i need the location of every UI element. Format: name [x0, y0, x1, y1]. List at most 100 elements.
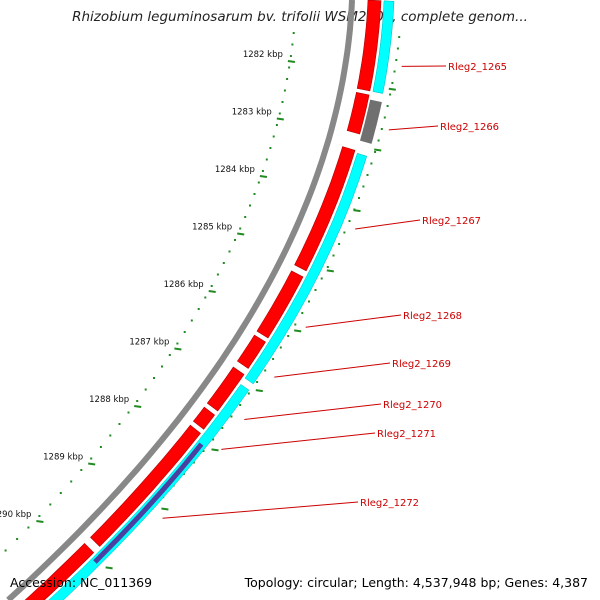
- gene-leader-line: [355, 219, 421, 230]
- forward-cds: [346, 92, 370, 135]
- inner-minor-tick: [343, 231, 346, 234]
- kbp-minor-tick: [136, 400, 139, 402]
- kbp-minor-tick: [144, 388, 147, 391]
- inner-minor-tick: [358, 197, 360, 199]
- inner-minor-tick: [221, 427, 224, 429]
- kbp-minor-tick: [80, 469, 83, 471]
- kbp-minor-tick: [183, 331, 186, 333]
- kbp-minor-tick: [244, 216, 247, 218]
- kbp-minor-tick: [161, 365, 163, 368]
- kbp-minor-tick: [99, 446, 102, 448]
- inner-minor-tick: [389, 93, 392, 96]
- gene-label: Rleg2_1267: [422, 216, 481, 227]
- kbp-minor-tick: [127, 411, 130, 414]
- gene-leader-line: [388, 125, 439, 131]
- kbp-minor-tick: [239, 227, 242, 230]
- kbp-minor-tick: [70, 480, 73, 483]
- inner-minor-tick: [332, 254, 335, 257]
- kbp-tick-label: 1289 kbp: [43, 453, 83, 463]
- inner-minor-tick: [230, 415, 233, 418]
- gene-leader-line: [274, 362, 391, 378]
- forward-cds: [294, 146, 356, 272]
- kbp-minor-tick: [168, 354, 171, 356]
- kbp-minor-tick: [4, 549, 7, 552]
- inner-minor-tick: [395, 59, 398, 61]
- kbp-minor-tick: [272, 135, 275, 138]
- inner-minor-tick: [287, 335, 290, 337]
- gene-label: Rleg2_1270: [383, 400, 442, 411]
- kbp-minor-tick: [90, 457, 93, 460]
- inner-minor-tick: [202, 450, 205, 452]
- inner-minor-tick: [326, 266, 329, 268]
- inner-minor-tick: [380, 128, 383, 130]
- inner-major-tick: [255, 389, 263, 393]
- kbp-minor-tick: [222, 262, 225, 264]
- kbp-tick-label: 1282 kbp: [243, 50, 283, 60]
- kbp-minor-tick: [265, 158, 268, 161]
- gene-leader-line: [162, 501, 359, 519]
- gene-label: Rleg2_1265: [448, 62, 507, 73]
- kbp-minor-tick: [16, 538, 19, 540]
- inner-major-tick: [388, 87, 396, 91]
- other-feature: [360, 99, 382, 144]
- kbp-minor-tick: [153, 377, 155, 379]
- kbp-ruler: 1282 kbp 1283 kbp 1284 kbp 1285 kbp 1286 kbp…: [0, 32, 401, 600]
- kbp-tick-label: 1286 kbp: [164, 280, 204, 290]
- forward-cds: [24, 542, 95, 600]
- genome-summary: Topology: circular; Length: 4,537,948 bp…: [244, 575, 588, 590]
- kbp-minor-tick: [261, 170, 264, 172]
- inner-minor-tick: [272, 358, 275, 360]
- kbp-minor-tick: [176, 342, 179, 345]
- inner-minor-tick: [386, 105, 389, 107]
- kbp-minor-tick: [27, 526, 30, 529]
- kbp-tick-label: 1283 kbp: [232, 108, 272, 118]
- gene-leader-line: [221, 432, 376, 450]
- kbp-tick-label: 1285 kbp: [192, 223, 232, 233]
- rna-feature: [93, 442, 204, 564]
- gene-leader-line: [305, 314, 402, 328]
- kbp-minor-tick: [234, 239, 236, 241]
- inner-minor-tick: [294, 323, 297, 326]
- feature-track: [24, 0, 395, 600]
- kbp-minor-tick: [197, 308, 200, 310]
- inner-minor-tick: [256, 381, 259, 383]
- kbp-minor-tick: [257, 181, 260, 184]
- inner-minor-tick: [320, 277, 323, 280]
- forward-cds: [206, 366, 245, 412]
- inner-minor-tick: [338, 243, 341, 245]
- inner-minor-tick: [398, 36, 401, 38]
- kbp-minor-tick: [204, 296, 207, 299]
- accession-label: Accession: NC_011369: [10, 575, 153, 590]
- kbp-major-tick: [276, 117, 284, 121]
- kbp-minor-tick: [216, 273, 219, 276]
- inner-minor-tick: [348, 220, 351, 222]
- inner-major-tick: [161, 507, 169, 511]
- gene-labels: Rleg2_1265 Rleg2_1266 Rleg2_1267 Rleg2_1268…: [162, 62, 507, 519]
- kbp-minor-tick: [59, 492, 62, 494]
- inner-minor-tick: [239, 404, 242, 406]
- kbp-major-tick: [237, 232, 245, 236]
- inner-major-tick: [353, 209, 361, 213]
- kbp-tick-label: 1287 kbp: [129, 338, 169, 348]
- kbp-minor-tick: [289, 55, 292, 57]
- inner-major-tick: [105, 566, 113, 570]
- kbp-minor-tick: [292, 32, 295, 34]
- kbp-major-tick: [36, 520, 44, 523]
- reverse-cds: [244, 152, 368, 385]
- kbp-tick-label: 1288 kbp: [89, 395, 129, 405]
- kbp-minor-tick: [210, 285, 213, 287]
- kbp-minor-tick: [49, 503, 52, 506]
- gene-label: Rleg2_1266: [440, 122, 499, 133]
- gene-label: Rleg2_1268: [403, 311, 462, 322]
- inner-minor-tick: [370, 162, 373, 165]
- reverse-cds: [48, 384, 250, 600]
- forward-cds: [90, 424, 201, 547]
- forward-cds: [356, 0, 382, 92]
- inner-minor-tick: [374, 151, 377, 153]
- kbp-major-tick: [287, 60, 296, 63]
- inner-minor-tick: [212, 438, 215, 441]
- gene-label: Rleg2_1271: [377, 429, 436, 440]
- kbp-minor-tick: [278, 112, 281, 115]
- kbp-minor-tick: [269, 147, 272, 149]
